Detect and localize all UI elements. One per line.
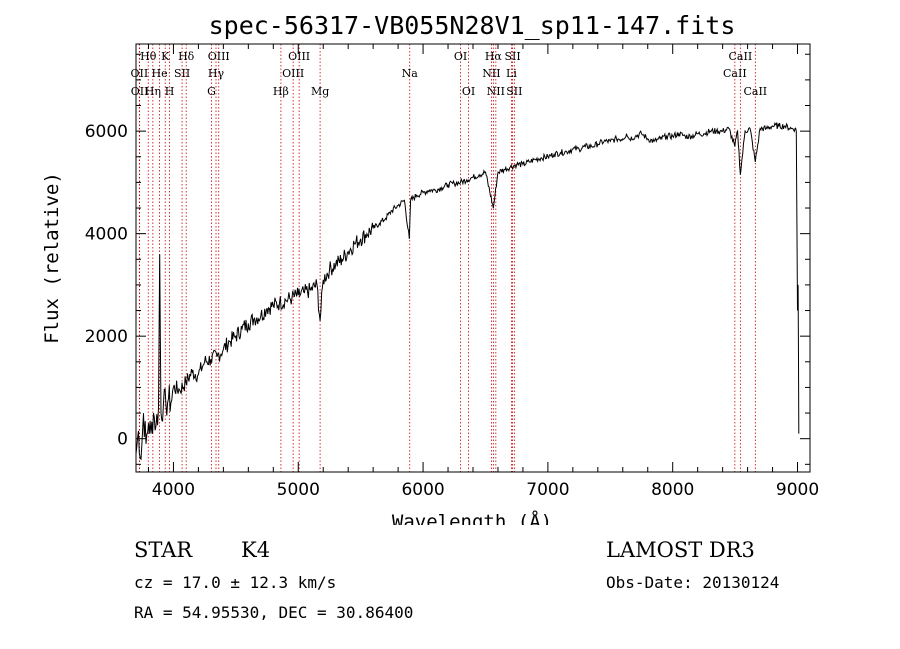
- line-label-hα: Hα: [485, 50, 503, 63]
- line-label-oiii: OIII: [282, 67, 304, 80]
- line-label-sii: SII: [504, 50, 520, 63]
- line-label-caii: CaII: [723, 67, 747, 80]
- coordinates: RA = 54.95530, DEC = 30.86400: [134, 603, 414, 622]
- line-label-hβ: Hβ: [273, 85, 289, 98]
- observation-date: Obs-Date: 20130124: [606, 573, 780, 592]
- line-label-h: H: [165, 85, 175, 98]
- redshift-value: cz = 17.0 ± 12.3 km/s: [134, 573, 337, 592]
- line-label-sii: SII: [174, 67, 190, 80]
- line-label-caii: CaII: [743, 85, 767, 98]
- line-label-nii: NII: [482, 67, 500, 80]
- line-label-sii: SII: [506, 85, 522, 98]
- plot-frame: [135, 43, 811, 473]
- y-axis-ticks: 0 2000 4000 6000: [85, 53, 810, 465]
- chart-title: spec-56317-VB055N28V1_sp11-147.fits: [209, 11, 736, 40]
- line-label-oii: OII: [131, 67, 149, 80]
- line-label-hθ: Hθ: [140, 50, 157, 63]
- line-label-hδ: Hδ: [178, 50, 195, 63]
- line-label-na: Na: [402, 67, 419, 80]
- spectrum-chart: spec-56317-VB055N28V1_sp11-147.fits Hθ OI…: [41, 11, 819, 525]
- x-tick-label: 7000: [526, 480, 569, 500]
- x-tick-label: 9000: [776, 480, 819, 500]
- y-tick-label: 6000: [85, 122, 128, 142]
- line-label-oi: OI: [462, 85, 475, 98]
- line-label-oiii: OIII: [288, 50, 310, 63]
- line-label-hγ: Hγ: [208, 67, 225, 80]
- line-label-mg: Mg: [311, 85, 329, 98]
- spectrum-line: [135, 122, 800, 461]
- x-axis-label: Wavelength (Å): [392, 510, 552, 525]
- object-subclass: K4: [241, 538, 271, 562]
- line-label-nii: NII: [487, 85, 505, 98]
- line-label-oi: OI: [454, 50, 467, 63]
- x-tick-label: 5000: [277, 480, 320, 500]
- y-tick-label: 0: [117, 430, 128, 450]
- line-label-oiii: OIII: [208, 50, 230, 63]
- y-tick-label: 4000: [85, 225, 128, 245]
- line-label-oii: OII: [131, 85, 149, 98]
- line-label-g: G: [207, 85, 216, 98]
- x-axis-ticks: 4000 5000 6000 7000 8000 9000: [147, 44, 819, 500]
- line-label-k: K: [161, 50, 170, 63]
- line-label-caii: CaII: [729, 50, 753, 63]
- survey-name: LAMOST DR3: [606, 538, 755, 562]
- y-tick-label: 2000: [85, 327, 128, 347]
- x-tick-label: 4000: [152, 480, 195, 500]
- line-label-li: Li: [506, 67, 517, 80]
- x-tick-label: 8000: [651, 480, 694, 500]
- line-label-hη: Hη: [145, 85, 161, 98]
- object-class: STAR: [134, 538, 193, 562]
- emission-line-markers: [138, 44, 756, 472]
- y-axis-label: Flux (relative): [41, 172, 63, 344]
- x-tick-label: 6000: [401, 480, 444, 500]
- line-label-he: He: [152, 67, 168, 80]
